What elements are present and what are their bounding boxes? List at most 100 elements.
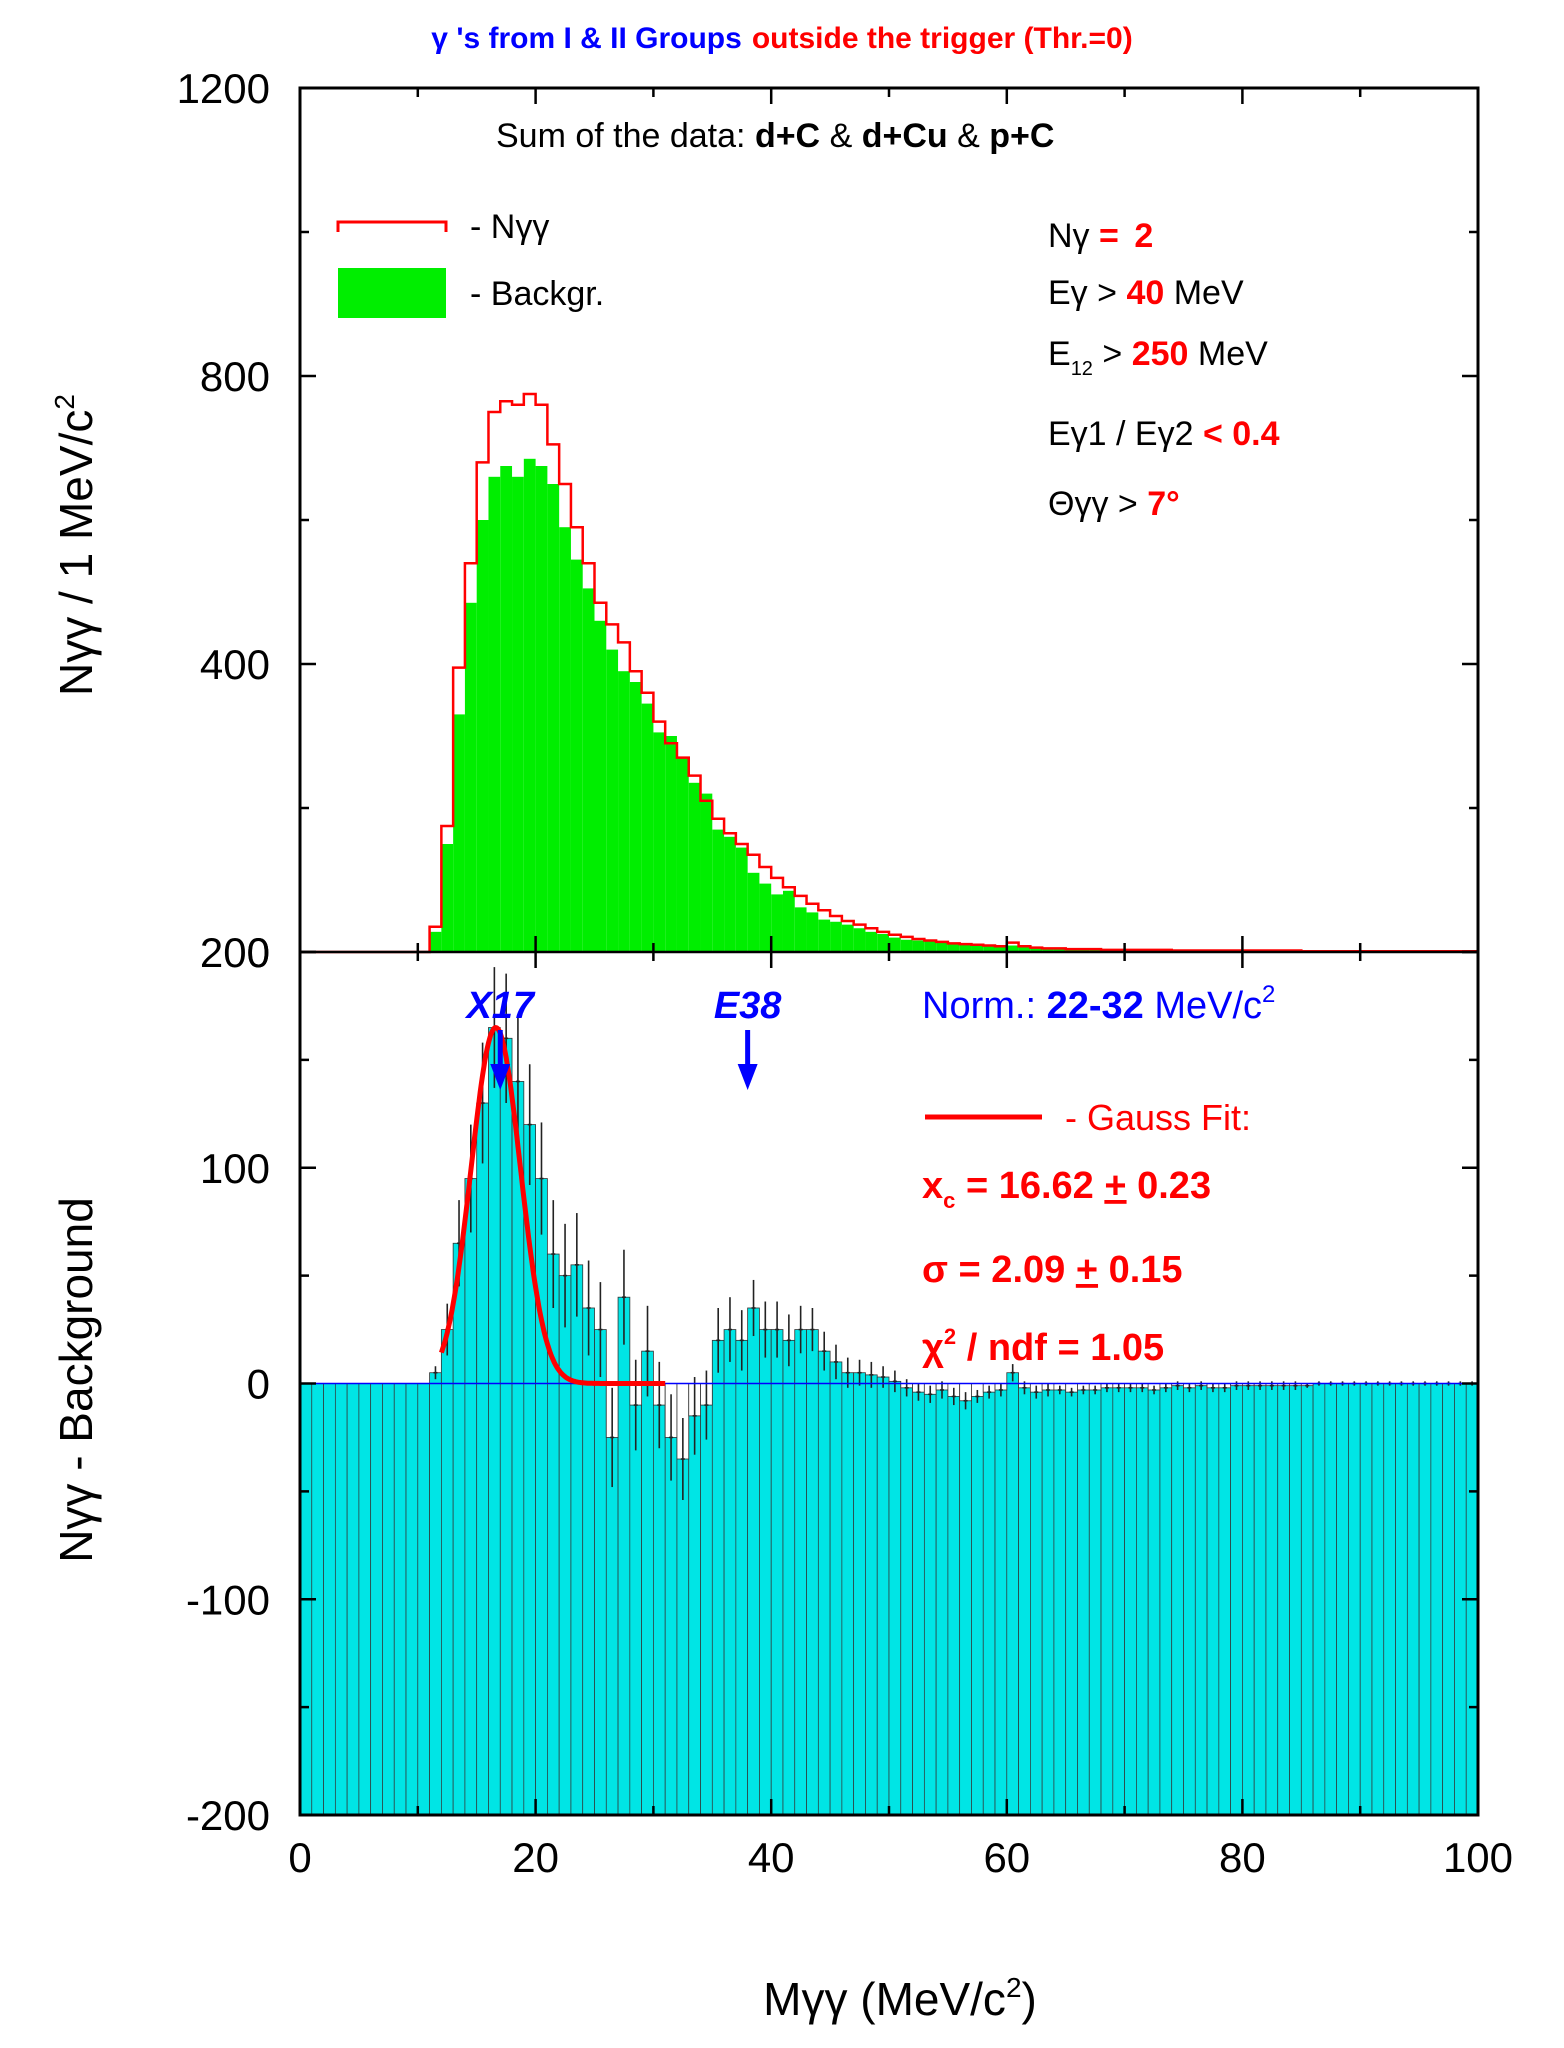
background-bar (912, 940, 925, 952)
background-bar (853, 928, 866, 952)
baseline-fill-bin (323, 1383, 336, 1816)
legend-background-swatch (338, 268, 446, 318)
sum-amp2: & (948, 117, 990, 155)
baseline-fill-bin (1289, 1383, 1302, 1816)
baseline-fill-bin (876, 1383, 890, 1816)
norm-label: Norm.: 22-32 MeV/c2 (922, 981, 1275, 1027)
bottom-y-tick-label: -200 (186, 1792, 270, 1839)
baseline-fill-bin (935, 1383, 949, 1816)
background-bar (665, 736, 677, 952)
background-bar (771, 894, 783, 952)
figure-title: γ 's from I & II Groups outside the trigg… (431, 22, 1132, 55)
arrow-label-e38: E38 (714, 985, 782, 1027)
baseline-fill-bin (1077, 1383, 1090, 1816)
background-bar (476, 520, 489, 952)
baseline-fill-bin (1053, 1383, 1067, 1816)
background-bar (1006, 945, 1019, 952)
background-bar (559, 527, 571, 952)
sum-p-c: p+C (989, 117, 1054, 155)
background-bar (512, 476, 524, 952)
background-bar (830, 921, 842, 952)
baseline-fill-bin (829, 1383, 843, 1816)
baseline-fill-bin (923, 1383, 937, 1816)
baseline-fill-bin (547, 1383, 560, 1816)
baseline-fill-bin (1336, 1383, 1349, 1816)
baseline-fill-bin (441, 1383, 454, 1816)
background-bar (959, 943, 972, 952)
baseline-fill-bin (1206, 1383, 1220, 1816)
background-bar (889, 937, 901, 952)
x-tick-label: 40 (748, 1834, 795, 1881)
baseline-fill-bin (1430, 1383, 1444, 1816)
baseline-fill-bin (1183, 1383, 1196, 1816)
baseline-fill-bin (370, 1383, 383, 1816)
selection-cuts: Nγ = 2 Eγ > 40 MeV E12 > 250 MeV Eγ1 / E… (1048, 217, 1280, 523)
title-part2: outside the trigger (Thr.=0) (752, 22, 1133, 55)
baseline-fill-bin (1136, 1383, 1149, 1816)
baseline-fill-bin (947, 1383, 961, 1816)
background-bar (782, 890, 795, 952)
signal-histogram (300, 392, 1480, 954)
background-bar (995, 946, 1007, 952)
background-bar (488, 476, 501, 952)
background-bar (936, 941, 948, 952)
legend-background-label: - Backgr. (470, 275, 604, 313)
background-bar (535, 466, 548, 952)
baseline-fill-bin (1395, 1383, 1408, 1816)
title-part1: γ 's from I & II Groups (431, 22, 742, 55)
background-bar (794, 907, 807, 952)
baseline-fill-bin (1442, 1383, 1455, 1816)
bottom-y-tick-label: 200 (200, 929, 270, 976)
background-bar (676, 757, 689, 952)
bottom-y-tick-label: 0 (247, 1361, 270, 1408)
baseline-fill-bin (959, 1383, 972, 1816)
background-bar (1089, 949, 1102, 952)
baseline-fill-bin (1171, 1383, 1184, 1816)
background-bar (629, 682, 642, 952)
baseline-fill-bin (782, 1383, 796, 1816)
legend-signal-label: - Nγγ (470, 208, 549, 246)
xlabel: Mγγ (MeV/c2) (763, 1972, 1037, 2025)
baseline-fill-bin (888, 1383, 902, 1816)
baseline-fill-bin (1348, 1383, 1361, 1816)
top-panel-marks (300, 392, 1480, 954)
sum-d-cu: d+Cu (862, 117, 948, 155)
baseline-fill-bin (1088, 1383, 1102, 1816)
gauss-fit-curve (439, 1025, 667, 1386)
background-bar (712, 829, 725, 952)
baseline-fill-bin (346, 1383, 360, 1816)
background-bar (618, 671, 630, 952)
background-bar (1030, 947, 1043, 952)
baseline-fill-bin (723, 1383, 737, 1816)
baseline-fill-bin (1018, 1383, 1031, 1816)
baseline-fill-bin (594, 1383, 607, 1816)
cut-energy-ratio: Eγ1 / Eγ2 < 0.4 (1048, 415, 1280, 453)
x-tick-label: 0 (288, 1834, 311, 1881)
background-bar (877, 934, 889, 952)
baseline-fill-bin (570, 1383, 584, 1816)
background-bar (464, 602, 477, 952)
background-bar (1042, 948, 1054, 952)
background-bar (841, 924, 854, 952)
fit-xc: xc = 16.62 + 0.23 (922, 1165, 1211, 1213)
x-tick-label: 80 (1219, 1834, 1266, 1881)
background-bar (947, 943, 960, 952)
background-bar (924, 941, 937, 952)
baseline-fill-bin (1253, 1383, 1267, 1816)
baseline-fill-bin (334, 1383, 348, 1816)
baseline-fill-bin (535, 1383, 548, 1816)
baseline-fill-bin (700, 1383, 713, 1816)
top-ylabel: Nγγ / 1 MeV/c2 (49, 394, 102, 696)
baseline-fill-bin (747, 1383, 760, 1816)
background-bar (441, 844, 454, 952)
baseline-fill-bin (770, 1383, 784, 1816)
sum-prefix: Sum of the data: (496, 117, 755, 155)
background-bar (688, 782, 701, 952)
baseline-fill-bin (405, 1383, 419, 1816)
x-tick-label: 100 (1443, 1834, 1513, 1881)
baseline-fill-bin (1147, 1383, 1161, 1816)
cut-egamma: Eγ > 40 MeV (1048, 274, 1244, 312)
bottom-y-tick-label: 100 (200, 1145, 270, 1192)
fit-legend-label: - Gauss Fit: (1065, 1097, 1251, 1138)
baseline-fill-bin (817, 1383, 831, 1816)
